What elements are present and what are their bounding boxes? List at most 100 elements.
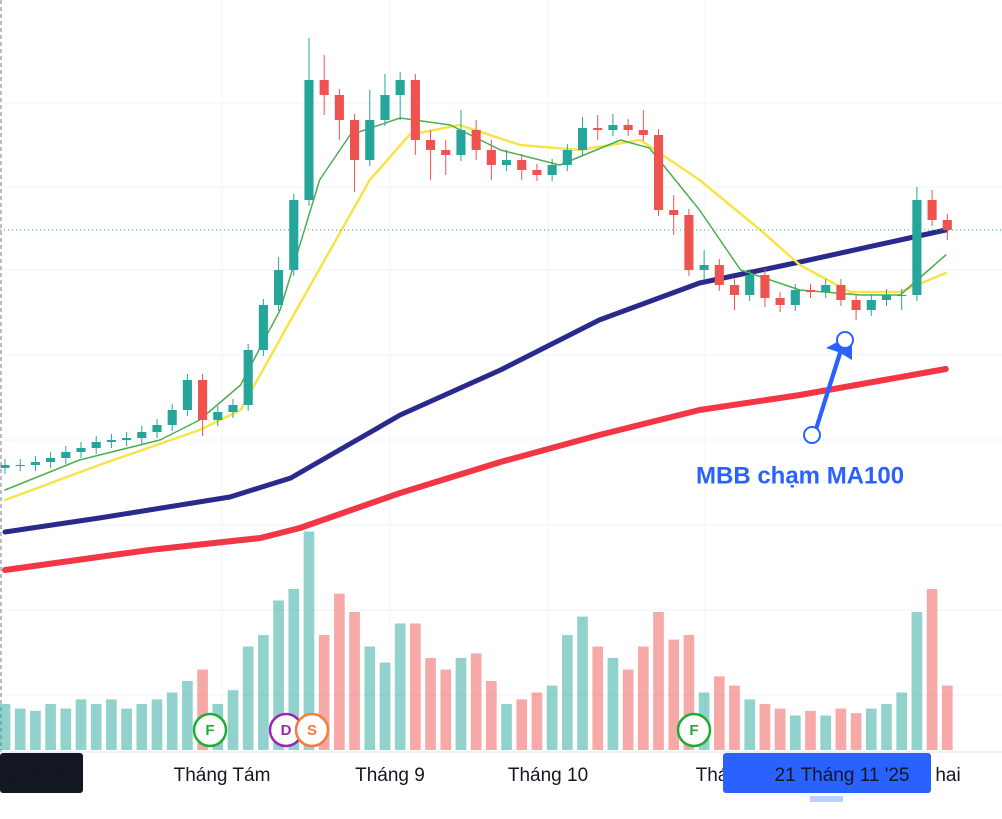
candle-body [76, 448, 86, 452]
candle-body [912, 200, 922, 295]
candle-body [137, 432, 147, 438]
volume-bar [379, 662, 391, 750]
candle-body [699, 265, 709, 270]
candle-body [836, 285, 846, 300]
candle-body [881, 295, 892, 300]
candle-body [319, 80, 329, 95]
volume-bar [653, 612, 664, 750]
candle-body [198, 380, 208, 420]
volume-bar [850, 713, 862, 750]
volume-bar [425, 658, 436, 750]
candle-body [729, 285, 740, 295]
volume-bar [106, 699, 117, 750]
candle-body [456, 130, 466, 155]
volume-bar [349, 612, 360, 750]
volume-bar [410, 623, 421, 750]
volume-bar [774, 708, 786, 750]
candle-body [745, 275, 755, 295]
volume-bar [592, 646, 604, 750]
x-tick-label: Thá [696, 765, 729, 786]
volume-bar [288, 589, 300, 750]
volume-bar [516, 699, 528, 750]
volume-bar [60, 708, 72, 750]
candle-body [866, 300, 876, 310]
moving-average [2, 366, 949, 573]
candle-body [775, 298, 785, 305]
x-tick-label: Tháng Tám [174, 765, 271, 786]
x-tick-label: Tháng 10 [508, 765, 588, 786]
candle-body [486, 150, 496, 165]
volume-bar [334, 593, 345, 750]
event-marker [676, 712, 712, 748]
volume-bar [668, 639, 680, 750]
candle-body [441, 150, 451, 155]
volume-bar [394, 623, 406, 750]
candle-body [122, 438, 132, 440]
label-box [0, 753, 83, 793]
candle-body [501, 160, 512, 165]
candle-body [30, 462, 40, 465]
volume-bar [607, 658, 619, 750]
candle-body [638, 130, 648, 135]
candle-body [152, 425, 162, 432]
range-highlight [810, 796, 843, 802]
candle-body [380, 95, 390, 120]
volume-bar [0, 704, 11, 750]
volume-bar [242, 646, 254, 750]
candle-body [167, 410, 177, 425]
candle-body [547, 165, 557, 175]
candle-body [669, 210, 679, 215]
x-tick-label: hai [935, 765, 960, 786]
volume-bar [744, 699, 756, 750]
moving-average [3, 123, 948, 502]
candle-body [258, 305, 268, 350]
candle-body [821, 285, 831, 292]
volume-bar [455, 658, 467, 750]
candle-body [395, 80, 405, 95]
candle-body [106, 440, 116, 442]
volume-bar [926, 589, 938, 750]
x-tick-label: ng 6 '25 [2, 765, 69, 786]
candle-body [760, 275, 770, 298]
arrow-end [836, 331, 854, 349]
candle-body [653, 135, 664, 210]
candle-body [517, 160, 527, 170]
volume-bar [941, 685, 953, 750]
volume-bar [789, 715, 801, 750]
candle-body [851, 300, 861, 310]
annotation-text: MBB chạm MA100 [696, 462, 904, 489]
volume-bar [197, 669, 208, 750]
candle-body [805, 290, 816, 292]
candle-body [577, 128, 588, 150]
volume-bar [151, 699, 163, 750]
candle-body [91, 442, 101, 448]
volume-bar [713, 676, 725, 750]
volume-bar [486, 681, 497, 750]
volume-bar [638, 646, 649, 750]
volume-bar [531, 692, 543, 750]
volume-bar [273, 600, 284, 750]
candle-body [228, 405, 238, 412]
candle-body [471, 130, 481, 150]
candle-body [562, 150, 572, 165]
candle-body [623, 125, 633, 130]
candle-body [790, 290, 800, 305]
x-tick-label: Tháng 9 [355, 765, 425, 786]
volume-bar [562, 635, 573, 750]
grid [0, 0, 1002, 752]
candle-body [350, 120, 360, 160]
candle-body [334, 95, 344, 120]
volume-bar [303, 531, 315, 750]
crosshair-label: 21 Tháng 11 '25 [775, 765, 910, 786]
candle-body [61, 452, 71, 458]
event-marker [192, 712, 228, 748]
candle-body [425, 140, 436, 150]
volume-bar [501, 704, 512, 750]
candle-body [289, 200, 299, 270]
volume-bar [14, 708, 26, 750]
arrow-start [803, 426, 821, 444]
volume-bar [440, 669, 452, 750]
candle-body [593, 128, 603, 130]
